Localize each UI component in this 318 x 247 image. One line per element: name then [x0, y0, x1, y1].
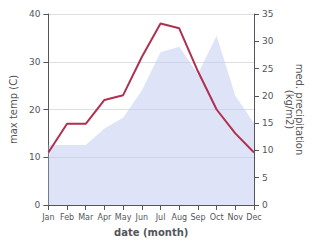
svg-text:Jul: Jul: [155, 213, 166, 222]
svg-text:(kg/m2): (kg/m2): [284, 90, 295, 130]
svg-text:10: 10: [29, 152, 41, 162]
svg-text:0: 0: [35, 200, 41, 210]
svg-text:Oct: Oct: [210, 213, 224, 222]
svg-text:Nov: Nov: [227, 213, 243, 222]
svg-text:med. precipitation: med. precipitation: [293, 63, 305, 156]
svg-text:25: 25: [262, 64, 273, 74]
svg-text:May: May: [115, 213, 132, 222]
svg-text:Feb: Feb: [60, 213, 74, 222]
svg-text:30: 30: [262, 36, 274, 46]
svg-text:20: 20: [262, 91, 274, 101]
svg-text:Sep: Sep: [190, 213, 205, 222]
svg-text:20: 20: [29, 105, 41, 115]
svg-text:5: 5: [262, 173, 268, 183]
svg-text:30: 30: [29, 57, 41, 67]
svg-text:Apr: Apr: [98, 213, 113, 222]
svg-text:Jan: Jan: [41, 213, 54, 222]
svg-text:max temp (C): max temp (C): [8, 75, 19, 144]
svg-text:Dec: Dec: [246, 213, 261, 222]
svg-text:35: 35: [262, 9, 273, 19]
svg-text:Aug: Aug: [171, 213, 187, 222]
svg-text:0: 0: [262, 200, 268, 210]
svg-text:40: 40: [29, 9, 41, 19]
svg-text:Mar: Mar: [78, 213, 94, 222]
svg-text:10: 10: [262, 145, 274, 155]
svg-text:date (month): date (month): [114, 227, 188, 238]
svg-text:15: 15: [262, 118, 273, 128]
svg-text:Jun: Jun: [135, 213, 149, 222]
